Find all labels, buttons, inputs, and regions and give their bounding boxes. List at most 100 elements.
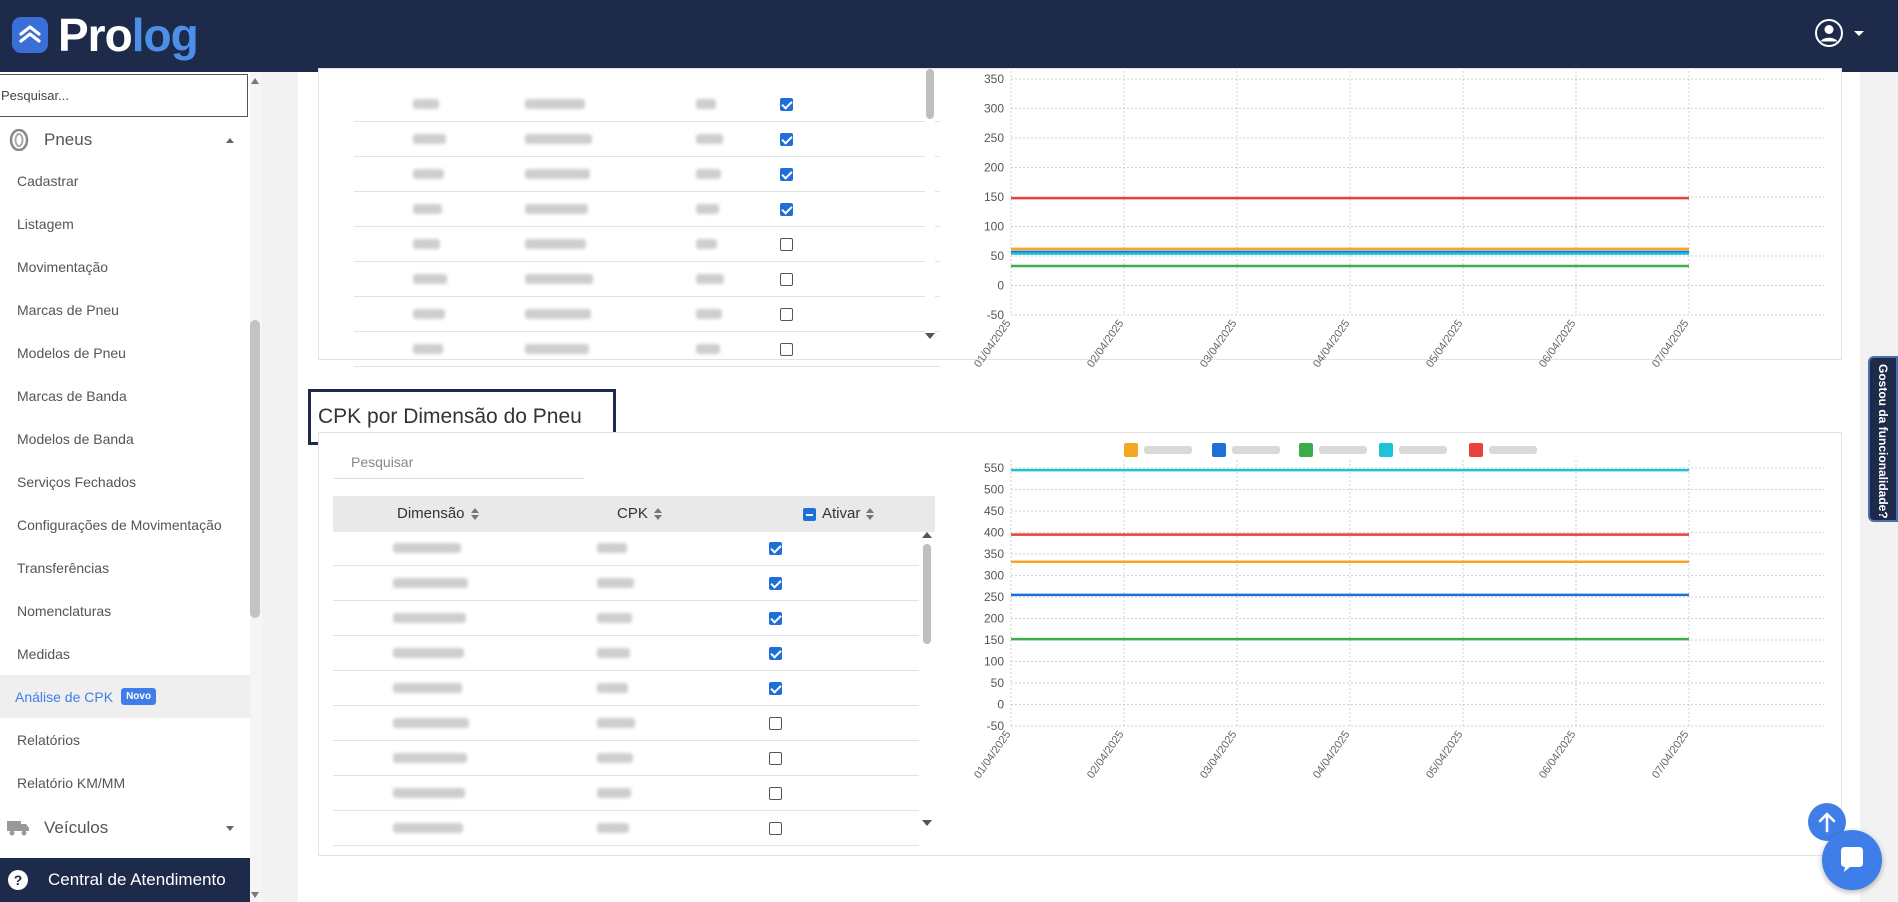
blurred-cell: [597, 683, 628, 693]
sidebar-item-marcas-de-pneu[interactable]: Marcas de Pneu: [0, 288, 250, 331]
legend-swatch[interactable]: [1299, 443, 1313, 457]
table-row: [354, 192, 940, 227]
legend-swatch[interactable]: [1124, 443, 1138, 457]
user-menu[interactable]: [1814, 18, 1864, 48]
blurred-cell: [413, 309, 445, 319]
scroll-to-top-button[interactable]: [1808, 803, 1846, 841]
new-badge: Novo: [121, 688, 157, 705]
row-checkbox[interactable]: [780, 203, 793, 216]
chevron-down-icon: [226, 825, 234, 831]
row-checkbox[interactable]: [780, 133, 793, 146]
x-tick-label: 05/04/2025: [1424, 729, 1465, 781]
user-circle-icon: [1815, 19, 1843, 47]
blurred-cell: [393, 718, 469, 728]
column-ativar[interactable]: Ativar: [803, 496, 875, 532]
scroll-up-arrow-icon[interactable]: [922, 532, 932, 538]
row-checkbox[interactable]: [780, 168, 793, 181]
y-tick-label: 250: [984, 131, 1004, 145]
blurred-cell: [525, 99, 585, 109]
y-tick-label: -50: [987, 308, 1005, 322]
sidebar-item-relatorio-km-mm[interactable]: Relatório KM/MM: [0, 761, 250, 804]
logo-text: Prolog: [58, 9, 199, 61]
sidebar-item-label: Análise de CPK: [15, 688, 114, 705]
row-checkbox[interactable]: [780, 308, 793, 321]
row-checkbox[interactable]: [780, 98, 793, 111]
table1-scrollbar[interactable]: [925, 69, 935, 349]
scroll-down-arrow-icon[interactable]: [925, 333, 935, 339]
blurred-cell: [525, 134, 592, 144]
blurred-cell: [597, 753, 633, 763]
central-de-atendimento-button[interactable]: ? Central de Atendimento: [0, 858, 250, 902]
blurred-cell: [597, 823, 629, 833]
select-all-checkbox[interactable]: [803, 507, 816, 521]
table-search-input[interactable]: [334, 445, 584, 479]
feedback-tab[interactable]: Gostou da funcionalidade?: [1868, 356, 1898, 522]
sidebar-item-configuracoes-movimentacao[interactable]: Configurações de Movimentação: [0, 503, 250, 546]
sidebar-item-movimentacao[interactable]: Movimentação: [0, 245, 250, 288]
legend-swatch[interactable]: [1379, 443, 1393, 457]
table2-scrollbar[interactable]: [922, 540, 932, 770]
top-header: Prolog: [0, 0, 1898, 72]
column-cpk[interactable]: CPK: [617, 496, 662, 532]
sidebar-section-veiculos[interactable]: Veículos: [0, 808, 250, 848]
y-tick-label: 450: [984, 504, 1004, 518]
table-row: [354, 227, 940, 262]
sidebar-item-relatorios[interactable]: Relatórios: [0, 718, 250, 761]
sidebar-item-transferencias[interactable]: Transferências: [0, 546, 250, 589]
sidebar-item-label: Transferências: [17, 559, 110, 576]
sidebar-section-pneus[interactable]: Pneus: [0, 120, 250, 160]
row-checkbox[interactable]: [769, 752, 782, 765]
row-checkbox[interactable]: [769, 542, 782, 555]
logo-text-log: log: [131, 9, 199, 61]
row-checkbox[interactable]: [780, 343, 793, 356]
scroll-up-arrow-icon[interactable]: [251, 78, 259, 84]
y-tick-label: 50: [991, 249, 1005, 263]
y-tick-label: 250: [984, 590, 1004, 604]
row-checkbox[interactable]: [780, 273, 793, 286]
y-tick-label: 500: [984, 483, 1004, 497]
table-row: [333, 671, 919, 706]
row-checkbox[interactable]: [769, 822, 782, 835]
sidebar-item-marcas-de-banda[interactable]: Marcas de Banda: [0, 374, 250, 417]
legend-label-blurred: [1232, 446, 1280, 454]
sidebar-item-servicos-fechados[interactable]: Serviços Fechados: [0, 460, 250, 503]
blurred-cell: [393, 578, 468, 588]
blurred-cell: [393, 753, 467, 763]
legend-swatch[interactable]: [1469, 443, 1483, 457]
sidebar-item-label: Relatório KM/MM: [17, 774, 126, 791]
x-tick-label: 03/04/2025: [1198, 729, 1239, 781]
sidebar-search-input[interactable]: [0, 74, 248, 117]
prolog-logo[interactable]: Prolog: [12, 9, 199, 61]
sidebar-item-medidas[interactable]: Medidas: [0, 632, 250, 675]
sidebar-item-cadastrar[interactable]: Cadastrar: [0, 159, 250, 202]
sidebar-item-nomenclaturas[interactable]: Nomenclaturas: [0, 589, 250, 632]
row-checkbox[interactable]: [769, 717, 782, 730]
row-checkbox[interactable]: [769, 682, 782, 695]
table2-scroll-thumb[interactable]: [923, 544, 931, 644]
sidebar-item-label: Movimentação: [17, 258, 109, 275]
blurred-cell: [597, 543, 627, 553]
chat-button[interactable]: [1822, 830, 1882, 890]
blurred-cell: [597, 613, 632, 623]
sidebar-item-modelos-de-pneu[interactable]: Modelos de Pneu: [0, 331, 250, 374]
sidebar-item-modelos-de-banda[interactable]: Modelos de Banda: [0, 417, 250, 460]
row-checkbox[interactable]: [769, 577, 782, 590]
sidebar-item-analise-de-cpk[interactable]: Análise de CPK Novo: [0, 675, 250, 718]
x-tick-label: 04/04/2025: [1311, 318, 1352, 369]
table-row: [354, 297, 940, 332]
main-content: 350 300 250 200 150 100 50 0 -50 01/04/2025 02/04/…: [298, 68, 1860, 902]
scroll-down-arrow-icon[interactable]: [251, 892, 259, 898]
row-checkbox[interactable]: [769, 612, 782, 625]
row-checkbox[interactable]: [769, 647, 782, 660]
row-checkbox[interactable]: [769, 787, 782, 800]
table-row: [333, 706, 919, 741]
sidebar-scroll-thumb[interactable]: [250, 320, 260, 618]
line-chart-2: 550500450400350300250200150100500-5001/0…: [972, 443, 1824, 781]
column-dimensao[interactable]: Dimensão: [397, 496, 479, 532]
scroll-down-arrow-icon[interactable]: [922, 820, 932, 826]
row-checkbox[interactable]: [780, 238, 793, 251]
table1-scroll-thumb[interactable]: [926, 69, 934, 119]
legend-swatch[interactable]: [1212, 443, 1226, 457]
sidebar-item-listagem[interactable]: Listagem: [0, 202, 250, 245]
blurred-cell: [413, 169, 444, 179]
